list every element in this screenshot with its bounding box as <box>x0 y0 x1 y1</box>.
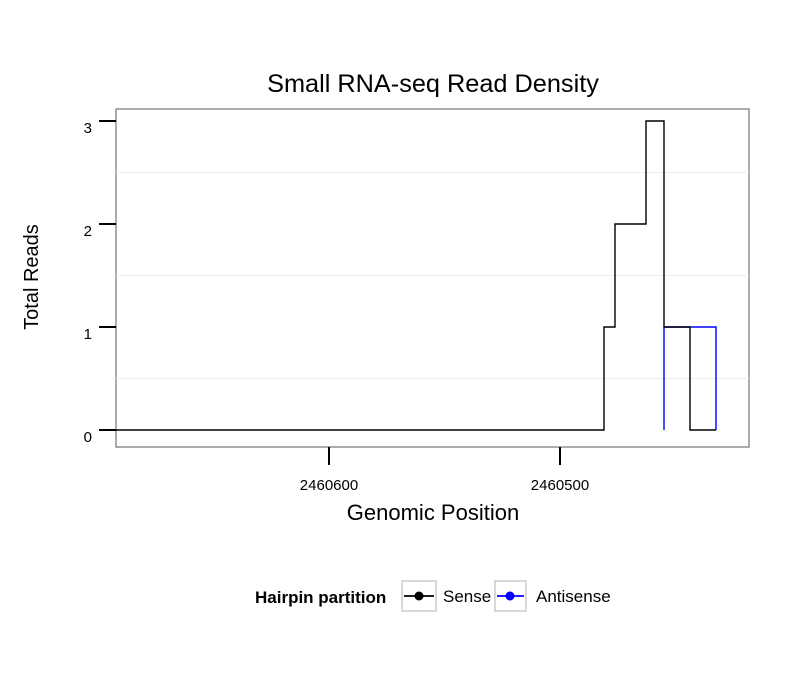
svg-text:2460600: 2460600 <box>300 477 358 494</box>
svg-text:Hairpin partition: Hairpin partition <box>255 588 386 607</box>
svg-text:0: 0 <box>84 429 92 446</box>
svg-text:1: 1 <box>84 326 92 343</box>
svg-text:Genomic Position: Genomic Position <box>347 500 519 525</box>
svg-text:Total Reads: Total Reads <box>21 224 43 330</box>
svg-text:3: 3 <box>84 120 92 137</box>
svg-text:Antisense: Antisense <box>536 587 611 606</box>
svg-text:2: 2 <box>84 223 92 240</box>
svg-text:Sense: Sense <box>443 587 491 606</box>
svg-text:Small RNA-seq Read Density: Small RNA-seq Read Density <box>267 70 599 98</box>
svg-text:2460500: 2460500 <box>531 477 589 494</box>
